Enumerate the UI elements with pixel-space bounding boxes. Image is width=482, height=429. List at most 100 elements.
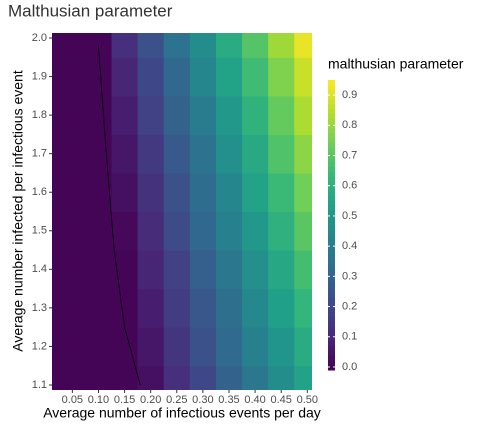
heat-tile [85,211,113,251]
x-tick-label: 0.10 [88,394,109,406]
heat-tile [111,33,139,58]
colorbar-segment [328,176,335,182]
heat-tile [215,172,243,213]
heat-tile [215,211,243,251]
colorbar-segment [328,191,335,197]
heat-tile [52,172,63,213]
heat-tile [242,327,269,367]
heat-tile [268,134,295,174]
heat-tile [52,250,63,290]
legend-title: malthusian parameter [328,56,464,72]
heat-tile [189,288,217,328]
heat-tile [137,250,165,290]
colorbar-tick-label: 0.2 [342,300,357,312]
colorbar-segment [328,152,335,158]
colorbar-segment [328,89,335,95]
colorbar-segment [328,316,335,323]
colorbar-segment [328,326,335,332]
heat-tile [111,327,139,367]
heat-tile [137,211,165,251]
heat-tile [61,33,87,58]
heat-tile [61,327,87,367]
colorbar-segment [328,312,335,318]
heat-tile [189,327,217,367]
heat-tile [111,95,139,135]
heat-tile [189,365,217,390]
heat-tile [268,250,295,290]
heat-tile [215,95,243,135]
heat-tile [61,365,87,390]
heat-tile [111,365,139,390]
heat-tile [294,57,312,97]
heat-tile [85,134,113,174]
heat-tile [163,327,191,367]
colorbar-segment [328,104,335,110]
y-tick-label: 1.2 [32,340,47,352]
heat-tile [215,33,243,58]
heat-tile [189,33,217,58]
colorbar-tick-label: 0.0 [342,361,357,373]
heat-tile [242,365,269,390]
colorbar-segment [328,292,335,298]
heat-tile [268,211,295,251]
heat-tile [189,211,217,251]
heat-tile [215,57,243,97]
colorbar-segment [328,341,335,347]
colorbar-segment [328,302,335,308]
heat-tile [294,172,312,213]
heat-tile [163,134,191,174]
heat-tile [137,365,165,390]
colorbar-segment [328,350,335,356]
y-tick-label: 1.9 [32,70,47,82]
heat-tile [163,172,191,213]
heat-tile [268,172,295,213]
heat-tile [163,365,191,390]
heat-tile [215,327,243,367]
heat-tile [163,33,191,58]
x-tick-label: 0.30 [192,394,213,406]
heat-tile [61,172,87,213]
colorbar-segment [328,229,335,236]
heat-tile [85,365,113,390]
y-tick-label: 1.3 [32,302,47,314]
x-tick-label: 0.15 [114,394,135,406]
heat-tile [242,95,269,135]
x-tick-label: 0.50 [297,394,318,406]
colorbar-segment [328,162,335,168]
heat-tile [242,33,269,58]
heat-tile [189,95,217,135]
colorbar-segment [328,99,335,105]
colorbar-segment [328,249,335,255]
colorbar-tick-label: 0.3 [342,270,357,282]
heat-tile [61,95,87,135]
y-tick-label: 1.5 [32,225,47,237]
colorbar-segment [328,307,335,313]
colorbar-segment [328,254,335,260]
heat-tile [111,211,139,251]
heat-tile [294,365,312,390]
colorbar-segment [328,196,335,202]
heat-tile [61,57,87,97]
heat-tile [85,250,113,290]
colorbar-segment [328,128,335,134]
heat-tile [85,57,113,97]
heat-tile [215,288,243,328]
colorbar-segment [328,234,335,240]
heat-tile [137,95,165,135]
colorbar-segment [328,283,335,289]
colorbar-segment [328,278,335,284]
colorbar-segment [328,220,335,226]
colorbar-segment [328,186,335,192]
colorbar-segment [328,321,335,327]
heat-tile [61,211,87,251]
y-axis-title: Average number infected per infectious e… [10,70,26,352]
colorbar-segment [328,133,335,139]
x-tick-label: 0.45 [270,394,291,406]
colorbar-segment [328,258,335,265]
colorbar-tick-label: 0.4 [342,240,357,252]
colorbar-segment [328,94,335,100]
heat-tile [52,33,63,58]
heat-tile [189,172,217,213]
heat-tile [163,57,191,97]
heat-tile [137,172,165,213]
